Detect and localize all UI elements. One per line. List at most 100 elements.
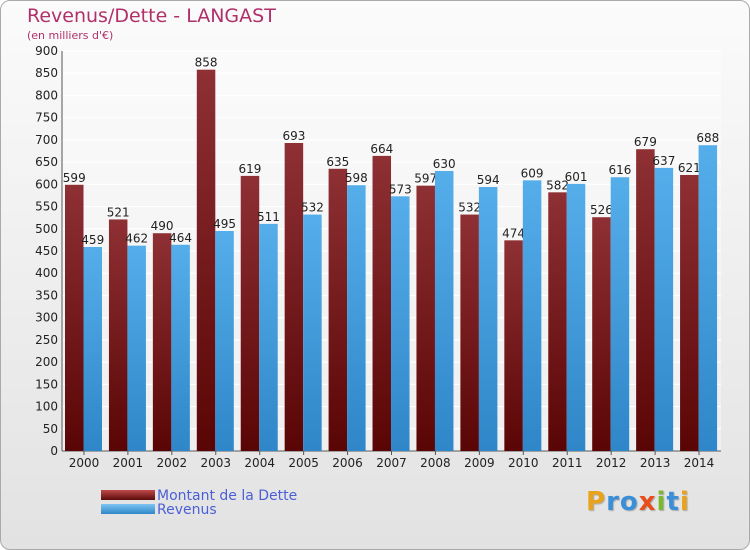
data-label-revenus: 616: [608, 163, 631, 177]
x-tick-label: 2005: [288, 456, 319, 470]
x-tick-label: 2007: [376, 456, 407, 470]
legend-swatch-revenus: [101, 504, 155, 514]
y-tick-label: 800: [35, 88, 58, 102]
x-tick-label: 2009: [464, 456, 495, 470]
y-tick-label: 900: [35, 44, 58, 58]
logo-letter: P: [586, 487, 607, 517]
data-label-revenus: 459: [81, 233, 104, 247]
y-tick-label: 200: [35, 355, 58, 369]
logo-letter: x: [638, 487, 657, 517]
chart-title: Revenus/Dette - LANGAST: [27, 5, 276, 27]
y-tick-label: 400: [35, 266, 58, 280]
bar-dette: [372, 155, 392, 451]
data-label-revenus: 598: [345, 171, 368, 185]
data-label-dette: 532: [458, 201, 481, 215]
y-tick-label: 500: [35, 222, 58, 236]
data-label-revenus: 688: [696, 131, 719, 145]
bar-dette: [152, 233, 172, 451]
data-label-dette: 635: [326, 155, 349, 169]
data-label-dette: 679: [634, 135, 657, 149]
data-label-revenus: 462: [125, 232, 148, 246]
x-tick-label: 2003: [200, 456, 231, 470]
data-label-dette: 521: [107, 205, 130, 219]
bar-revenus: [347, 185, 366, 451]
y-tick-label: 750: [35, 111, 58, 125]
data-label-revenus: 637: [652, 154, 675, 168]
chart-subtitle: (en milliers d'€): [27, 29, 114, 42]
y-tick-label: 550: [35, 200, 58, 214]
data-label-revenus: 511: [257, 210, 280, 224]
x-tick-label: 2000: [69, 456, 100, 470]
y-tick-label: 150: [35, 377, 58, 391]
bar-revenus: [215, 231, 234, 451]
y-tick-label: 50: [43, 422, 58, 436]
y-tick-label: 100: [35, 400, 58, 414]
bar-dette: [240, 175, 260, 451]
y-tick-label: 300: [35, 311, 58, 325]
data-label-revenus: 601: [565, 170, 588, 184]
y-tick-label: 0: [50, 444, 58, 458]
y-tick-label: 700: [35, 133, 58, 147]
bar-revenus: [698, 145, 718, 451]
bar-revenus: [83, 247, 102, 451]
data-label-dette: 597: [414, 172, 437, 186]
bar-dette: [680, 175, 699, 451]
data-label-revenus: 609: [521, 166, 544, 180]
bar-revenus: [127, 245, 146, 451]
data-label-revenus: 573: [389, 182, 412, 196]
logo-letter: i: [679, 487, 690, 517]
data-label-dette: 619: [239, 162, 262, 176]
y-tick-label: 350: [35, 288, 58, 302]
bar-revenus: [171, 244, 190, 451]
x-tick-label: 2006: [332, 456, 363, 470]
legend-label-revenus: Revenus: [157, 502, 217, 518]
data-label-revenus: 630: [433, 157, 456, 171]
x-tick-label: 2013: [640, 456, 671, 470]
legend-label-dette: Montant de la Dette: [157, 488, 298, 504]
bar-revenus: [434, 171, 454, 451]
bar-dette: [636, 149, 655, 451]
data-label-dette: 582: [546, 178, 569, 192]
bar-dette: [196, 69, 216, 452]
data-label-dette: 664: [370, 142, 393, 156]
data-label-dette: 621: [678, 161, 701, 175]
bar-dette: [548, 192, 567, 452]
bar-revenus: [478, 187, 498, 451]
logo-letter: i: [656, 487, 667, 517]
legend-swatch-dette: [101, 490, 155, 500]
x-tick-label: 2014: [684, 456, 715, 470]
bar-revenus: [610, 177, 630, 451]
bar-dette: [65, 184, 84, 451]
y-tick-label: 650: [35, 155, 58, 169]
x-tick-label: 2008: [420, 456, 451, 470]
data-label-revenus: 464: [169, 231, 192, 245]
x-tick-label: 2012: [596, 456, 627, 470]
y-tick-label: 600: [35, 177, 58, 191]
x-tick-label: 2010: [508, 456, 539, 470]
data-label-dette: 474: [502, 226, 525, 240]
x-tick-label: 2004: [244, 456, 275, 470]
bar-dette: [108, 219, 128, 451]
bar-revenus: [522, 180, 542, 452]
bar-dette: [592, 217, 611, 451]
logo-letter: t: [666, 487, 680, 517]
bar-revenus: [303, 214, 322, 451]
data-label-dette: 858: [195, 56, 218, 70]
data-label-dette: 526: [590, 203, 613, 217]
bar-dette: [416, 185, 435, 451]
bar-dette: [284, 143, 304, 451]
bar-dette: [328, 168, 348, 451]
bar-revenus: [259, 223, 278, 451]
x-tick-label: 2001: [113, 456, 144, 470]
data-label-revenus: 532: [301, 201, 324, 215]
x-tick-label: 2011: [552, 456, 583, 470]
bar-revenus: [654, 167, 674, 451]
logo-letter: r: [606, 487, 620, 517]
bar-revenus: [391, 196, 410, 451]
bar-dette: [504, 240, 523, 451]
proxiti-logo: Proxiti: [586, 487, 690, 517]
y-tick-label: 850: [35, 66, 58, 80]
y-tick-label: 450: [35, 244, 58, 258]
